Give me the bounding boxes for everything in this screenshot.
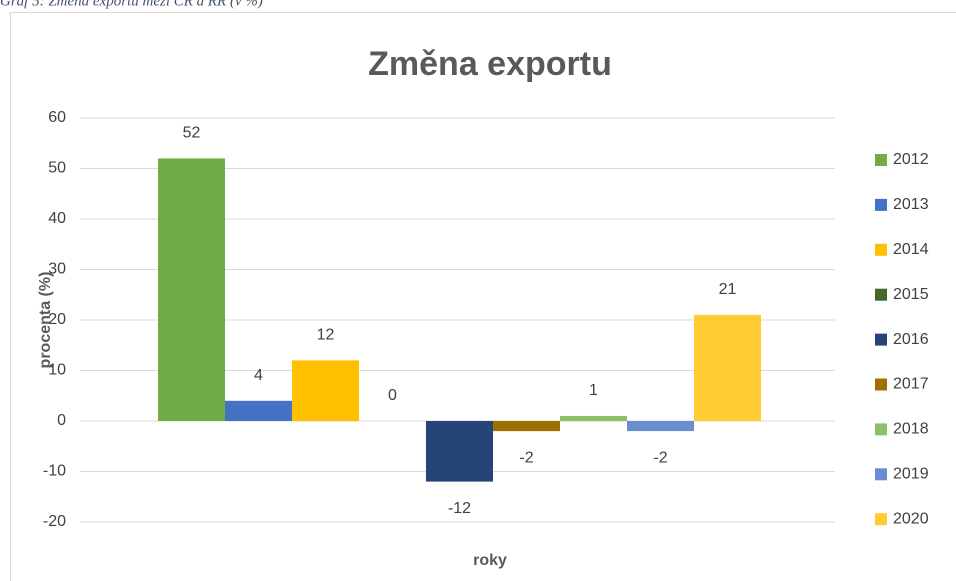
data-label: 21	[719, 281, 737, 298]
data-label: 4	[254, 367, 263, 384]
bar	[627, 421, 694, 432]
data-label: -2	[653, 449, 667, 466]
caption: Graf 5: Změna exportu mezi ČR a RR (v %)	[0, 0, 263, 9]
y-tick-label: 0	[57, 412, 66, 429]
bar	[560, 415, 627, 421]
y-tick-label: -20	[43, 513, 66, 530]
bar	[493, 421, 560, 432]
chart-frame	[10, 12, 956, 581]
legend-swatch	[875, 333, 887, 346]
y-tick-label: 10	[48, 362, 66, 379]
y-tick-label: 60	[48, 109, 66, 126]
legend-label: 2012	[893, 151, 929, 168]
legend-label: 2013	[893, 196, 929, 213]
data-label: -2	[519, 449, 533, 466]
y-tick-label: 20	[48, 311, 66, 328]
legend-label: 2014	[893, 241, 929, 258]
bar	[694, 314, 761, 421]
legend-swatch	[875, 378, 887, 391]
legend-swatch	[875, 243, 887, 256]
legend-swatch	[875, 154, 887, 166]
data-label: 52	[183, 125, 201, 142]
legend-label: 2018	[893, 421, 929, 438]
y-axis-title: procenta (%)	[37, 272, 54, 369]
legend-swatch	[875, 288, 887, 301]
y-tick-label: 40	[48, 210, 66, 227]
bar	[426, 421, 493, 482]
legend-label: 2016	[893, 331, 929, 348]
legend-label: 2017	[893, 376, 929, 393]
legend-label: 2019	[893, 466, 929, 483]
y-tick-label: 50	[48, 160, 66, 177]
x-axis-title: roky	[473, 552, 507, 569]
legend-swatch	[875, 423, 887, 436]
data-label: 12	[317, 327, 335, 344]
data-label: 1	[589, 382, 598, 399]
y-tick-label: -10	[43, 463, 66, 480]
legend-swatch	[875, 468, 887, 481]
legend-label: 2020	[893, 510, 929, 527]
chart-title: Změna exportu	[368, 45, 612, 83]
data-label: -12	[448, 500, 471, 517]
legend-swatch	[875, 513, 887, 526]
bar	[292, 360, 359, 421]
legend-label: 2015	[893, 286, 929, 303]
y-tick-label: 30	[48, 261, 66, 278]
bar	[158, 158, 225, 421]
bar	[225, 400, 292, 421]
legend-swatch	[875, 198, 887, 211]
data-label: 0	[388, 387, 397, 404]
